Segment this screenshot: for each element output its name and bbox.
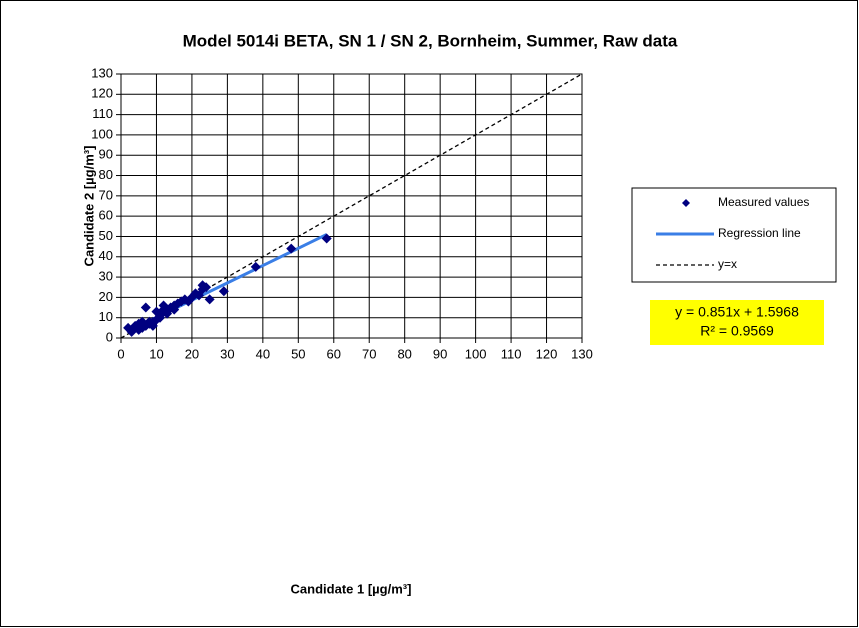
y-tick-label: 40 <box>99 248 113 263</box>
y-tick-label: 0 <box>106 329 113 344</box>
x-tick-label: 60 <box>327 346 341 361</box>
x-tick-label: 30 <box>220 346 234 361</box>
y-tick-label: 60 <box>99 208 113 223</box>
x-tick-label: 80 <box>397 346 411 361</box>
data-point <box>201 282 212 293</box>
legend-label: Regression line <box>718 226 801 240</box>
y-tick-label: 90 <box>99 147 113 162</box>
x-tick-label: 70 <box>362 346 376 361</box>
data-point <box>140 302 151 313</box>
x-tick-label: 100 <box>465 346 487 361</box>
x-tick-label: 120 <box>536 346 558 361</box>
y-tick-label: 120 <box>91 86 113 101</box>
x-tick-label: 90 <box>433 346 447 361</box>
reference-line <box>120 73 583 339</box>
data-point <box>286 243 297 254</box>
y-tick-label: 80 <box>99 167 113 182</box>
legend-label: y=x <box>718 257 737 271</box>
x-tick-label: 40 <box>256 346 270 361</box>
data-point <box>218 286 229 297</box>
x-tick-label: 0 <box>117 346 124 361</box>
y-tick-label: 20 <box>99 289 113 304</box>
y-tick-label: 130 <box>91 65 113 80</box>
data-point <box>204 294 215 305</box>
y-tick-label: 70 <box>99 187 113 202</box>
r-squared: R² = 0.9569 <box>700 323 774 339</box>
equation-box <box>650 300 824 345</box>
x-tick-label: 110 <box>501 346 522 361</box>
x-tick-label: 50 <box>291 346 305 361</box>
data-point <box>321 233 332 244</box>
x-tick-label: 20 <box>185 346 199 361</box>
y-tick-label: 100 <box>91 126 113 141</box>
x-axis-title: Candidate 1 [µg/m³] <box>291 581 412 596</box>
y-tick-label: 110 <box>92 106 113 121</box>
y-tick-label: 30 <box>99 269 113 284</box>
legend-marker <box>682 199 690 207</box>
legend-label: Measured values <box>718 195 809 209</box>
equation: y = 0.851x + 1.5968 <box>675 304 799 320</box>
data-point <box>250 261 261 272</box>
x-tick-label: 130 <box>571 346 593 361</box>
y-tick-label: 50 <box>99 228 113 243</box>
y-tick-label: 10 <box>99 309 113 324</box>
y-axis-title: Candidate 2 [µg/m³] <box>81 146 96 267</box>
x-tick-label: 10 <box>149 346 163 361</box>
chart-title: Model 5014i BETA, SN 1 / SN 2, Bornheim,… <box>183 31 678 50</box>
